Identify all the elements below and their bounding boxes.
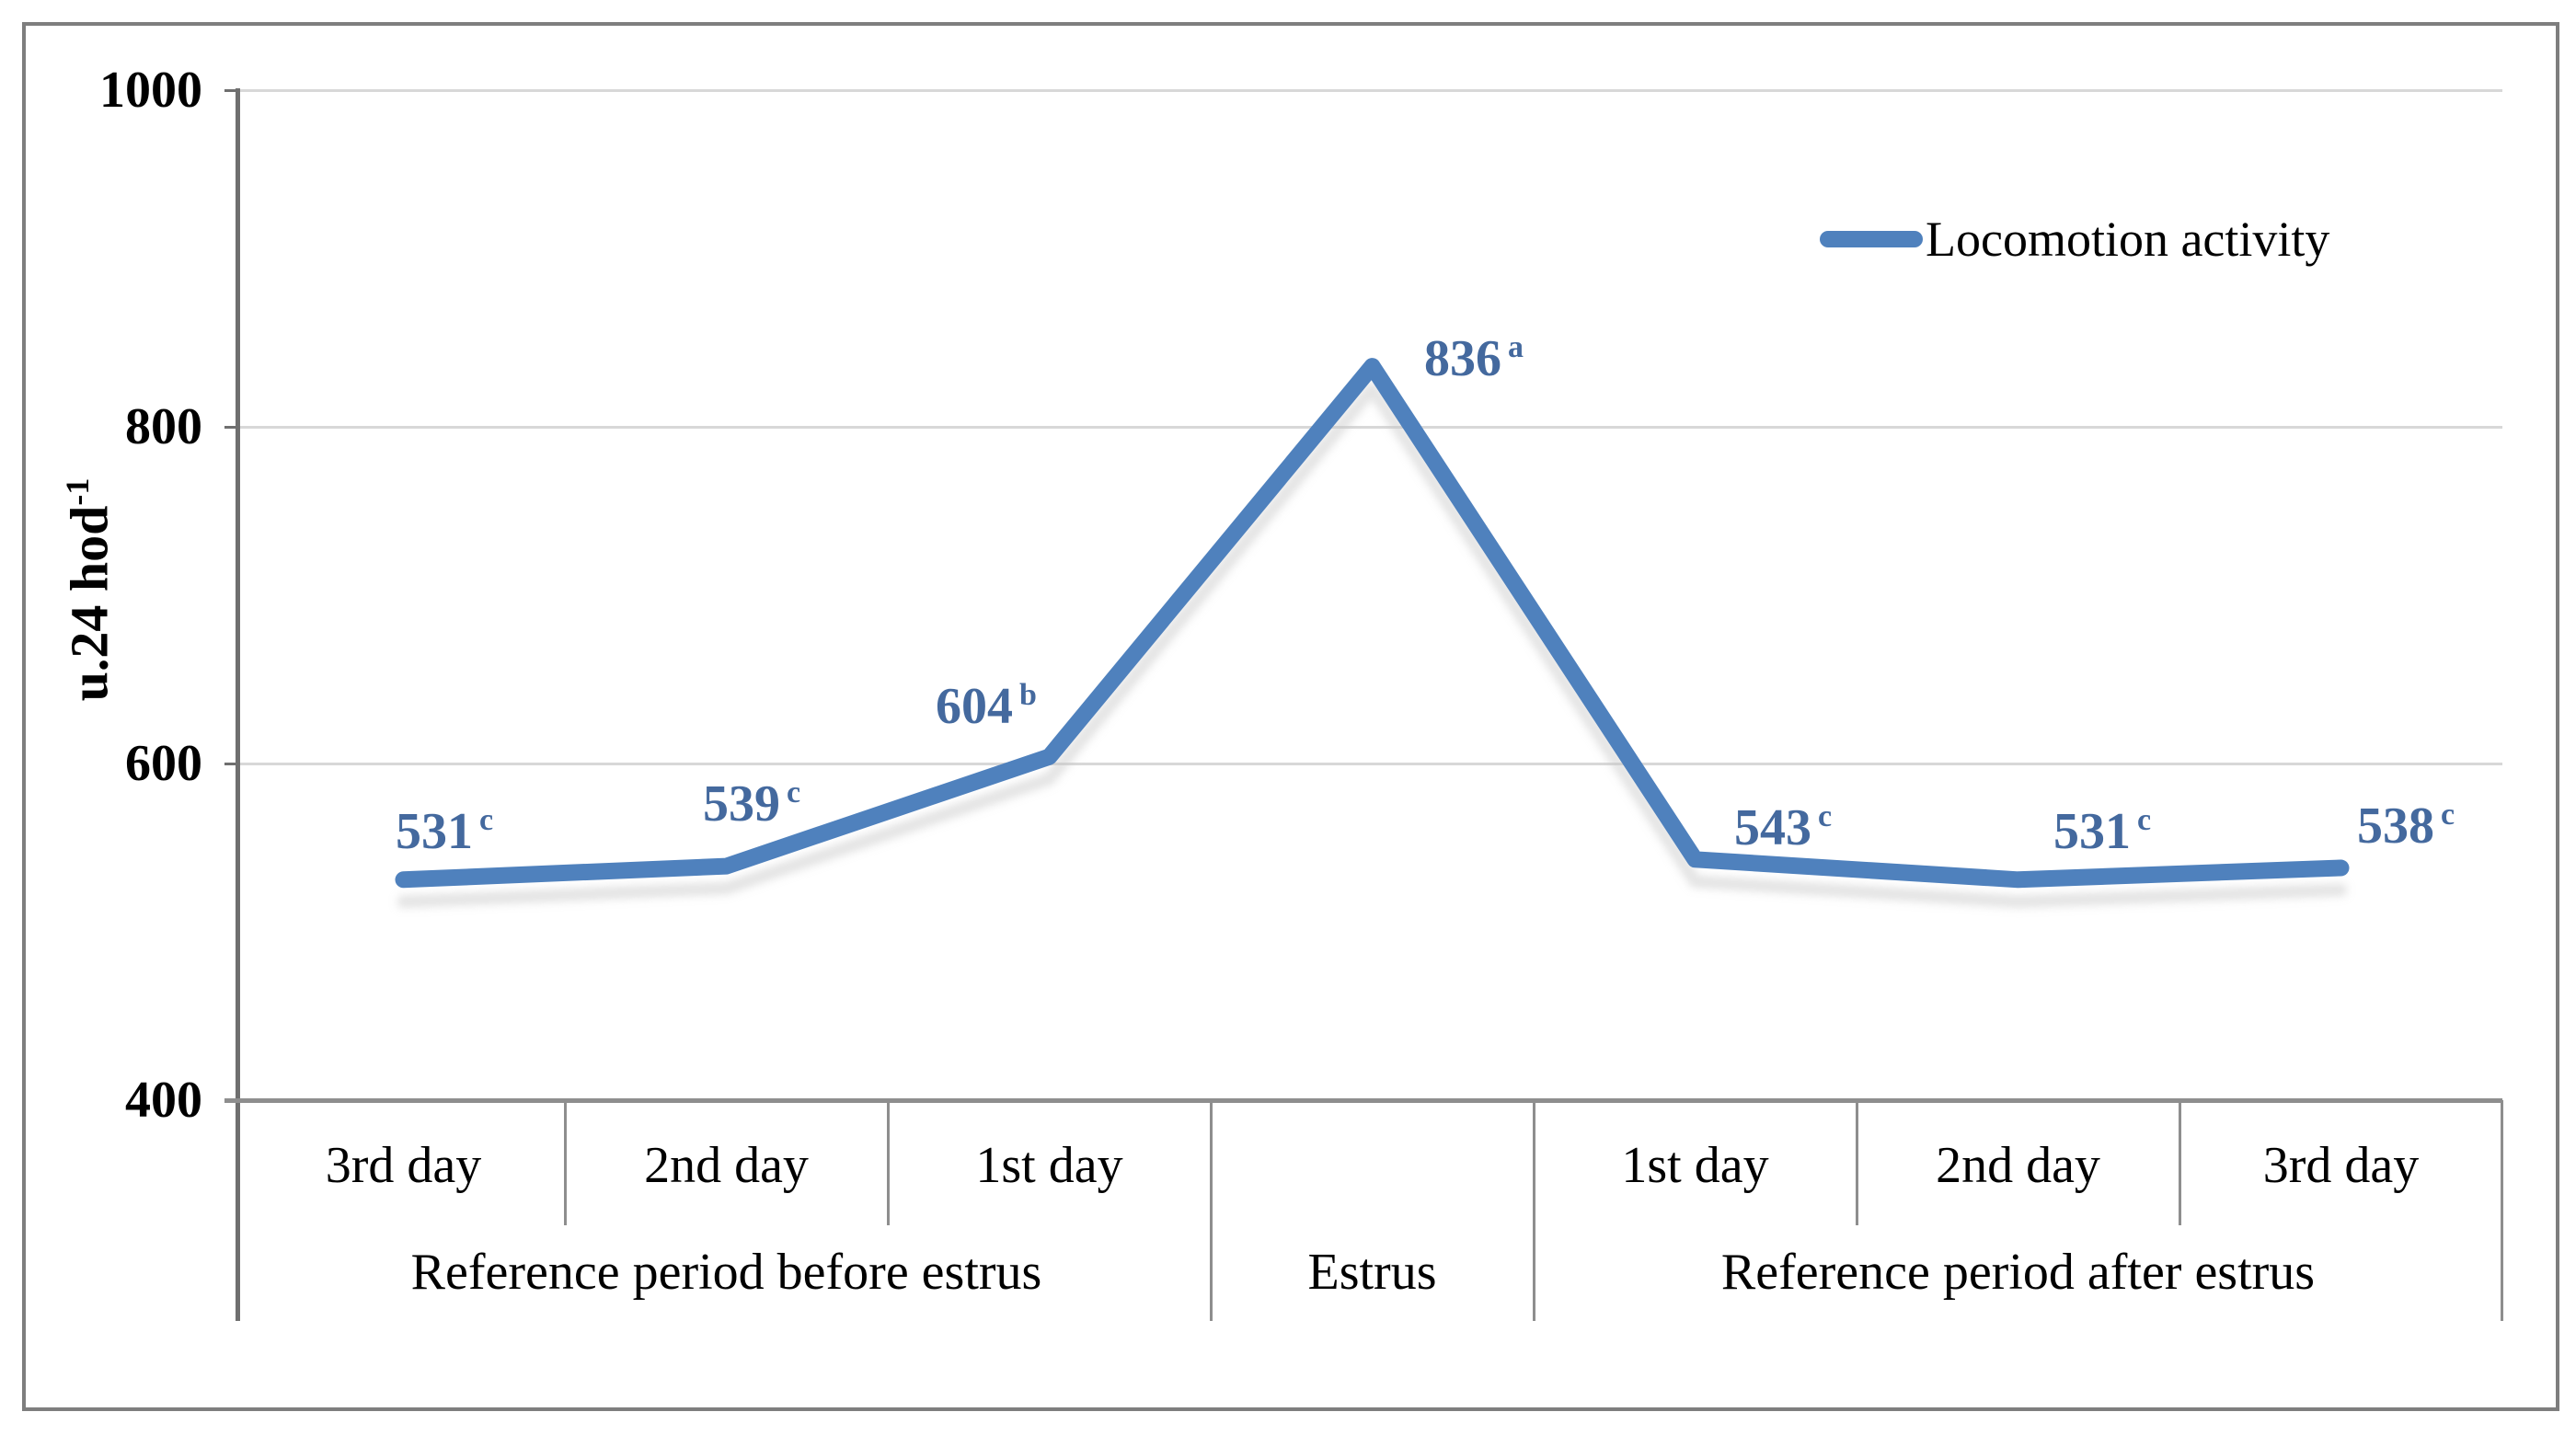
axis-right-divider xyxy=(2501,1100,2503,1321)
data-label-531-after-2nd: 531 c xyxy=(2053,803,2152,860)
legend-label: Locomotion activity xyxy=(1926,212,2330,267)
day-label-before-1st: 1st day xyxy=(975,1137,1123,1194)
gridline-600 xyxy=(240,763,2502,765)
y-tick-label-1000: 1000 xyxy=(99,62,202,119)
y-tick-800 xyxy=(224,426,240,429)
day-label-after-1st: 1st day xyxy=(1621,1137,1769,1194)
y-tick-1000 xyxy=(224,89,240,92)
day-label-estrus-empty xyxy=(1211,1111,1534,1220)
day-divider-2 xyxy=(887,1100,890,1225)
data-label-836-estrus-peak: 836 a xyxy=(1424,330,1524,387)
data-label-538: 538 c xyxy=(2356,798,2455,855)
y-tick-label-800: 800 xyxy=(125,398,202,455)
day-label-before-2nd: 2nd day xyxy=(644,1137,809,1194)
day-divider-5 xyxy=(1856,1100,1858,1225)
data-label-604: 604 b xyxy=(936,678,1037,735)
x-axis-line xyxy=(224,1098,2502,1103)
day-divider-6 xyxy=(2179,1100,2181,1225)
day-label-before-3rd: 3rd day xyxy=(325,1137,482,1194)
line-shadow xyxy=(397,382,2348,909)
estrus-right-divider xyxy=(1533,1100,1535,1321)
y-tick-label-400: 400 xyxy=(125,1072,202,1129)
y-tick-label-600: 600 xyxy=(125,735,202,792)
day-label-after-2nd: 2nd day xyxy=(1936,1137,2100,1194)
y-axis-line xyxy=(236,88,240,1321)
legend: Locomotion activity xyxy=(1820,212,2329,267)
day-label-after-3rd: 3rd day xyxy=(2262,1137,2420,1194)
gridline-800 xyxy=(240,426,2502,429)
locomotion-activity-line xyxy=(395,358,2350,889)
group-label-before-estrus: Reference period before estrus xyxy=(410,1244,1042,1301)
gridline-1000 xyxy=(240,89,2502,92)
estrus-left-divider xyxy=(1210,1100,1213,1321)
y-tick-600 xyxy=(224,763,240,765)
figure-border xyxy=(22,22,2559,1411)
legend-line-swatch xyxy=(1820,231,1923,247)
data-label-543: 543 c xyxy=(1733,799,1833,856)
group-label-after-estrus: Reference period after estrus xyxy=(1720,1244,2316,1301)
data-label-539: 539 c xyxy=(702,775,801,832)
data-label-531-before-3rd: 531 c xyxy=(395,803,494,860)
group-label-estrus: Estrus xyxy=(1307,1244,1437,1301)
day-divider-1 xyxy=(564,1100,567,1225)
